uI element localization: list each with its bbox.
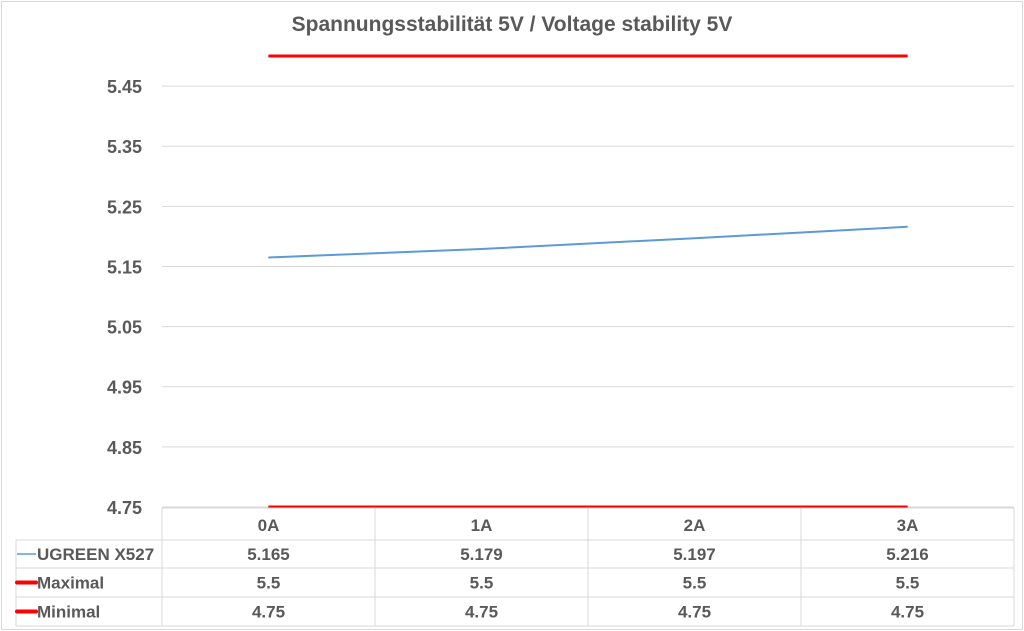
data-point bbox=[481, 506, 482, 508]
table-cell-value: 5.165 bbox=[247, 545, 290, 564]
table-cell-value: 4.75 bbox=[252, 603, 285, 622]
x-category-label: 0A bbox=[258, 516, 280, 535]
data-point bbox=[268, 55, 269, 57]
data-point bbox=[268, 506, 269, 508]
y-tick-label: 4.95 bbox=[107, 378, 142, 398]
legend-label: Maximal bbox=[37, 574, 104, 593]
y-tick-label: 4.75 bbox=[107, 498, 142, 518]
table-cell-value: 5.197 bbox=[673, 545, 716, 564]
data-point bbox=[907, 55, 908, 57]
table-cell-value: 5.5 bbox=[896, 574, 920, 593]
chart-title: Spannungsstabilität 5V / Voltage stabili… bbox=[292, 13, 733, 36]
table-cell-value: 4.75 bbox=[465, 603, 498, 622]
data-point bbox=[268, 256, 269, 258]
table-cell-value: 4.75 bbox=[678, 603, 711, 622]
table-cell-value: 5.5 bbox=[683, 574, 707, 593]
data-point bbox=[481, 248, 482, 250]
legend-label: Minimal bbox=[37, 603, 100, 622]
table-cell-value: 5.216 bbox=[886, 545, 929, 564]
data-point bbox=[907, 226, 908, 228]
x-category-label: 2A bbox=[684, 516, 706, 535]
x-category-label: 1A bbox=[471, 516, 493, 535]
data-point bbox=[694, 55, 695, 57]
y-tick-label: 5.35 bbox=[107, 137, 142, 157]
table-cell-value: 4.75 bbox=[891, 603, 924, 622]
table-cell-value: 5.5 bbox=[257, 574, 281, 593]
data-point bbox=[481, 55, 482, 57]
y-tick-label: 4.85 bbox=[107, 438, 142, 458]
table-cell-value: 5.179 bbox=[460, 545, 503, 564]
series-line-ugreen-x527 bbox=[268, 225, 908, 259]
y-tick-label: 5.15 bbox=[107, 257, 142, 277]
y-tick-label: 5.45 bbox=[107, 77, 142, 97]
legend-label: UGREEN X527 bbox=[37, 545, 154, 564]
data-point bbox=[694, 506, 695, 508]
data-point bbox=[907, 506, 908, 508]
y-tick-label: 5.25 bbox=[107, 197, 142, 217]
table-cell-value: 5.5 bbox=[470, 574, 494, 593]
x-category-label: 3A bbox=[897, 516, 919, 535]
y-tick-label: 5.05 bbox=[107, 318, 142, 338]
data-point bbox=[694, 237, 695, 239]
